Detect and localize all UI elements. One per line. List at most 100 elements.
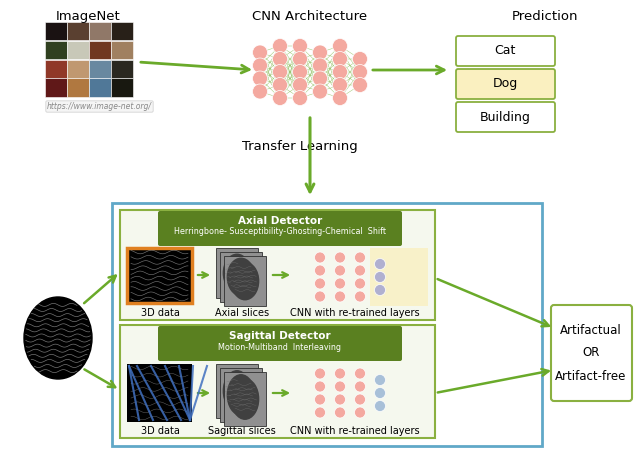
Circle shape xyxy=(273,77,287,93)
Circle shape xyxy=(314,252,326,263)
Text: CNN Architecture: CNN Architecture xyxy=(252,10,367,23)
FancyBboxPatch shape xyxy=(120,325,435,438)
Text: Dog: Dog xyxy=(492,77,518,91)
Text: Cat: Cat xyxy=(494,44,516,58)
Text: 3D data: 3D data xyxy=(141,426,179,436)
FancyBboxPatch shape xyxy=(120,210,435,320)
Circle shape xyxy=(355,368,365,379)
Text: Artifactual
OR
Artifact-free: Artifactual OR Artifact-free xyxy=(556,323,627,382)
Circle shape xyxy=(335,407,346,418)
FancyBboxPatch shape xyxy=(220,368,262,422)
Circle shape xyxy=(374,258,385,269)
FancyBboxPatch shape xyxy=(456,36,555,66)
Circle shape xyxy=(253,58,268,73)
Circle shape xyxy=(333,38,348,54)
Circle shape xyxy=(355,407,365,418)
Text: Herringbone- Susceptibility-Ghosting-Chemical  Shift: Herringbone- Susceptibility-Ghosting-Che… xyxy=(174,228,386,236)
Circle shape xyxy=(314,368,326,379)
FancyBboxPatch shape xyxy=(158,326,402,361)
Circle shape xyxy=(374,375,385,386)
Circle shape xyxy=(333,51,348,66)
Circle shape xyxy=(355,278,365,289)
Ellipse shape xyxy=(227,375,255,415)
Bar xyxy=(45,78,67,97)
Circle shape xyxy=(333,77,348,93)
Circle shape xyxy=(292,51,307,66)
Circle shape xyxy=(253,71,268,86)
Ellipse shape xyxy=(231,262,259,300)
FancyBboxPatch shape xyxy=(127,248,192,303)
Circle shape xyxy=(335,265,346,276)
Bar xyxy=(89,78,111,97)
Bar xyxy=(67,60,88,78)
FancyBboxPatch shape xyxy=(112,203,542,446)
Circle shape xyxy=(353,51,367,66)
Circle shape xyxy=(335,368,346,379)
Circle shape xyxy=(335,252,346,263)
Bar xyxy=(111,60,132,78)
Circle shape xyxy=(292,38,307,54)
Circle shape xyxy=(374,387,385,398)
Ellipse shape xyxy=(227,258,255,296)
Circle shape xyxy=(353,65,367,80)
Bar xyxy=(45,22,67,40)
Circle shape xyxy=(333,65,348,80)
Circle shape xyxy=(355,381,365,392)
Circle shape xyxy=(253,84,268,99)
Circle shape xyxy=(335,394,346,405)
Circle shape xyxy=(314,394,326,405)
FancyBboxPatch shape xyxy=(220,252,262,302)
Bar xyxy=(111,41,132,59)
Text: Building: Building xyxy=(479,110,531,124)
Bar xyxy=(89,60,111,78)
Circle shape xyxy=(335,278,346,289)
Text: ImageNet: ImageNet xyxy=(56,10,120,23)
Bar xyxy=(89,41,111,59)
Circle shape xyxy=(353,77,367,93)
Circle shape xyxy=(273,65,287,80)
Circle shape xyxy=(335,291,346,302)
FancyBboxPatch shape xyxy=(127,364,192,422)
Circle shape xyxy=(314,278,326,289)
Circle shape xyxy=(292,77,307,93)
Circle shape xyxy=(314,407,326,418)
Bar xyxy=(45,60,67,78)
Circle shape xyxy=(273,51,287,66)
Ellipse shape xyxy=(24,297,92,379)
Ellipse shape xyxy=(223,371,251,411)
FancyBboxPatch shape xyxy=(224,256,266,306)
Bar xyxy=(111,22,132,40)
Text: Sagittal slices: Sagittal slices xyxy=(208,426,276,436)
Circle shape xyxy=(273,91,287,105)
Circle shape xyxy=(355,252,365,263)
Text: Prediction: Prediction xyxy=(512,10,579,23)
Text: Transfer Learning: Transfer Learning xyxy=(242,140,358,153)
Circle shape xyxy=(312,45,328,60)
FancyBboxPatch shape xyxy=(456,102,555,132)
FancyBboxPatch shape xyxy=(224,372,266,426)
Circle shape xyxy=(355,291,365,302)
Text: 3D data: 3D data xyxy=(141,308,179,318)
Circle shape xyxy=(312,84,328,99)
Text: Axial slices: Axial slices xyxy=(215,308,269,318)
Circle shape xyxy=(253,45,268,60)
FancyBboxPatch shape xyxy=(456,69,555,99)
Bar xyxy=(129,366,190,420)
Circle shape xyxy=(292,65,307,80)
Circle shape xyxy=(292,91,307,105)
Text: Motion-Multiband  Interleaving: Motion-Multiband Interleaving xyxy=(218,343,342,351)
Circle shape xyxy=(312,58,328,73)
Circle shape xyxy=(314,265,326,276)
Bar xyxy=(89,22,111,40)
Ellipse shape xyxy=(231,379,259,419)
Circle shape xyxy=(312,71,328,86)
Bar xyxy=(45,41,67,59)
Circle shape xyxy=(314,291,326,302)
FancyBboxPatch shape xyxy=(216,248,258,298)
FancyBboxPatch shape xyxy=(370,248,428,306)
Bar xyxy=(111,78,132,97)
Text: CNN with re-trained layers: CNN with re-trained layers xyxy=(290,308,420,318)
Text: CNN with re-trained layers: CNN with re-trained layers xyxy=(290,426,420,436)
Bar xyxy=(67,41,88,59)
Circle shape xyxy=(355,265,365,276)
